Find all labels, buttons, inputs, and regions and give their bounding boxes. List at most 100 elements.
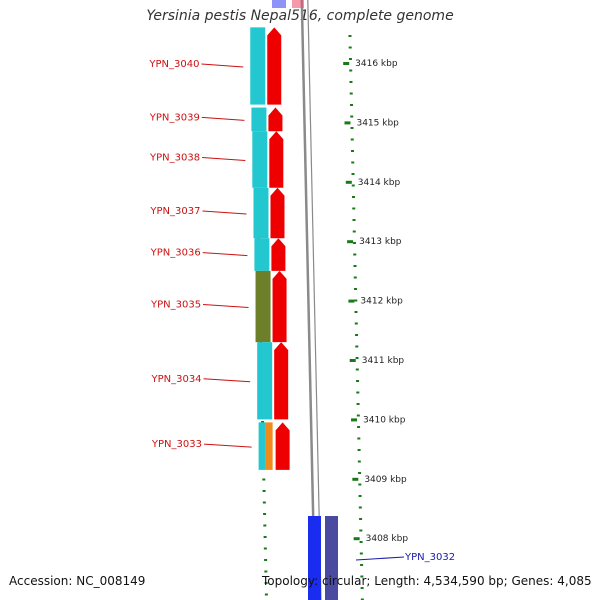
cog-track — [250, 0, 338, 600]
scale-label: 3408 kbp — [366, 534, 409, 544]
label-leader — [355, 556, 405, 561]
cog-block — [252, 131, 268, 188]
backbone — [300, 0, 322, 600]
gc-dot — [354, 299, 358, 302]
scale-tick — [351, 418, 358, 422]
gc-dot — [355, 357, 359, 359]
backbone-line — [300, 0, 317, 600]
gc-dot — [352, 219, 356, 221]
gc-dot — [349, 81, 353, 83]
gc-dot — [354, 288, 358, 290]
label-leader — [202, 157, 246, 162]
label-leader — [203, 378, 251, 383]
label-leader — [203, 304, 249, 309]
cog-block — [257, 342, 273, 420]
gc-dot — [262, 501, 266, 504]
scale-tick — [352, 477, 359, 481]
scale-tick — [353, 537, 360, 541]
gene-labels: YPN_3040 YPN_3039 YPN_3038 YPN_3037 YPN_3036… — [148, 59, 455, 563]
scale-label: 3412 kbp — [360, 297, 403, 307]
cds-arrow — [274, 342, 289, 420]
gc-dot — [355, 368, 359, 371]
gc-dot — [360, 587, 364, 589]
gc-dot — [355, 334, 359, 336]
scale-label: 3414 kbp — [358, 178, 401, 188]
gc-dot — [355, 345, 359, 348]
gene-label[interactable]: YPN_3032 — [404, 552, 455, 563]
gene-label[interactable]: YPN_3033 — [151, 439, 202, 450]
gc-dot — [349, 104, 353, 106]
gc-dot — [353, 276, 357, 279]
gc-dot — [358, 506, 362, 509]
gc-dot — [356, 391, 360, 394]
gc-dot — [359, 529, 363, 532]
gc-dot — [349, 92, 353, 95]
gene-label[interactable]: YPN_3035 — [150, 300, 201, 311]
gene-label[interactable]: YPN_3040 — [148, 59, 199, 70]
scale-label: 3410 kbp — [363, 415, 406, 425]
gc-dot — [351, 173, 355, 175]
gc-dot — [360, 598, 364, 600]
gc-dot — [352, 196, 356, 198]
gc-dot — [358, 483, 362, 486]
cds-arrow — [270, 187, 285, 239]
gc-dot — [356, 403, 360, 405]
gc-dot — [353, 253, 357, 256]
gc-dot — [359, 541, 363, 543]
label-leader — [203, 443, 252, 448]
gc-dot — [360, 575, 364, 578]
gc-dot — [350, 138, 354, 141]
cog-block — [251, 107, 267, 132]
gc-dot — [262, 490, 266, 492]
gc-dot — [357, 460, 361, 463]
gc-dot — [350, 150, 354, 152]
scale-tick — [343, 62, 350, 65]
gc-dot — [352, 230, 356, 233]
gc-dot — [263, 524, 267, 527]
gc-dot — [357, 426, 361, 428]
cds-arrow — [269, 131, 284, 188]
gc-dot — [352, 207, 356, 210]
label-leader — [201, 63, 244, 68]
cds-arrow — [267, 27, 282, 105]
scale-tick — [345, 180, 352, 184]
gc-dot — [358, 495, 362, 497]
cog-block — [254, 238, 270, 271]
cds-arrow — [271, 238, 286, 271]
scale-tick — [347, 240, 354, 244]
gc-dot — [359, 518, 363, 520]
cog-block-offscreen — [272, 0, 286, 8]
gc-dot — [350, 115, 354, 118]
gene-label[interactable]: YPN_3034 — [150, 374, 201, 385]
gc-dot — [263, 513, 267, 515]
cog-block — [253, 187, 269, 239]
gc-dot — [350, 127, 354, 129]
topology-label: Topology: circular; Length: 4,534,590 bp… — [262, 574, 592, 588]
gene-label[interactable]: YPN_3036 — [150, 248, 201, 259]
cog-block — [250, 27, 266, 105]
gc-dot — [261, 421, 265, 423]
gc-dot — [358, 472, 362, 474]
backbone-line-inner — [307, 0, 322, 600]
label-leader — [202, 252, 248, 257]
scale-tick — [348, 299, 355, 303]
gc-dot — [359, 552, 363, 555]
scale-track: 3416 kbp 3415 kbp 3414 kbp 3413 kbp 3412 kbp… — [343, 59, 408, 544]
gc-dot — [349, 69, 353, 72]
gc-dot — [351, 184, 355, 187]
gc-dot — [263, 547, 267, 550]
gc-dot — [263, 536, 267, 538]
gene-label[interactable]: YPN_3039 — [149, 112, 200, 123]
label-leader — [201, 116, 245, 121]
gc-dot — [348, 35, 352, 37]
cog-block — [255, 270, 271, 343]
gc-dot — [354, 311, 358, 313]
gc-dot — [357, 449, 361, 451]
gc-dot — [354, 322, 358, 325]
gene-label[interactable]: YPN_3037 — [149, 206, 200, 217]
gene-label[interactable]: YPN_3038 — [149, 153, 200, 164]
cds-track — [267, 0, 304, 470]
gc-dot — [356, 414, 360, 417]
cds-arrow — [268, 107, 283, 132]
cds-offscreen — [292, 0, 304, 8]
